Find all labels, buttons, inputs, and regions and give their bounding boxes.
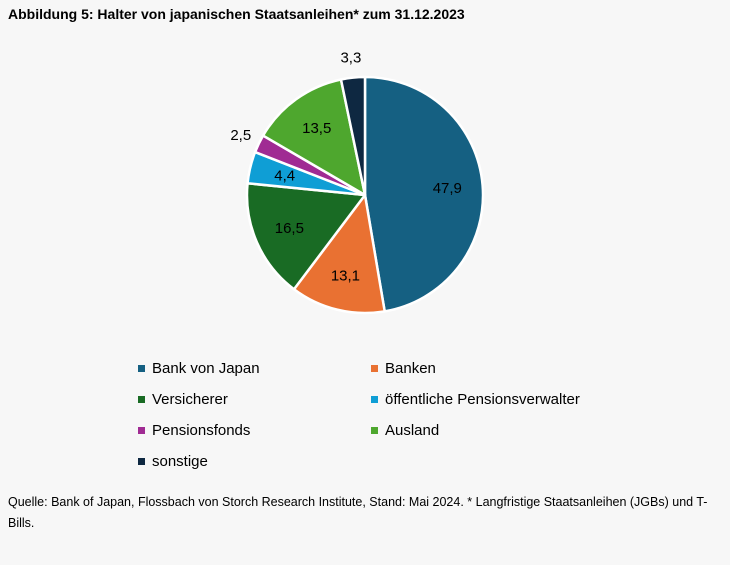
pie-slice-0 xyxy=(363,75,485,313)
pie-chart: 47,9 13,1 16,5 4,4 2,5 13,5 3,3 xyxy=(230,50,485,315)
legend-item-5: Ausland xyxy=(371,420,611,441)
pie-slice-1 xyxy=(292,193,386,315)
legend-swatch xyxy=(138,365,145,372)
legend-swatch xyxy=(371,396,378,403)
legend-swatch xyxy=(138,427,145,434)
pie-slice-6 xyxy=(339,75,367,197)
data-label-0: 47,9 xyxy=(433,180,462,197)
legend-label: öffentliche Pensionsverwalter xyxy=(385,391,580,408)
legend-item-6: sonstige xyxy=(138,451,371,472)
legend-item-3: öffentliche Pensionsverwalter xyxy=(371,389,611,410)
chart-legend: Bank von Japan Banken Versicherer öffentlic… xyxy=(138,358,611,472)
legend-label: Pensionsfonds xyxy=(152,422,251,439)
legend-label: Versicherer xyxy=(152,391,228,408)
legend-item-1: Banken xyxy=(371,358,611,379)
pie-slice-5 xyxy=(261,78,367,197)
pie-slice-2 xyxy=(245,182,367,291)
legend-label: sonstige xyxy=(152,453,208,470)
data-label-6: 3,3 xyxy=(340,50,361,67)
legend-swatch xyxy=(371,365,378,372)
data-label-3: 4,4 xyxy=(274,168,295,185)
data-label-1: 13,1 xyxy=(331,267,360,284)
legend-label: Banken xyxy=(385,360,436,377)
legend-item-2: Versicherer xyxy=(138,389,371,410)
source-note: Quelle: Bank of Japan, Flossbach von Sto… xyxy=(8,495,708,530)
data-label-4: 2,5 xyxy=(230,127,251,144)
legend-swatch xyxy=(371,427,378,434)
data-label-5: 13,5 xyxy=(302,120,331,137)
legend-item-4: Pensionsfonds xyxy=(138,420,371,441)
legend-label: Ausland xyxy=(385,422,440,439)
legend-swatch xyxy=(138,458,145,465)
legend-label: Bank von Japan xyxy=(152,360,260,377)
data-label-2: 16,5 xyxy=(275,220,304,237)
legend-swatch xyxy=(138,396,145,403)
chart-title: Abbildung 5: Halter von japanischen Staa… xyxy=(8,6,465,22)
legend-item-0: Bank von Japan xyxy=(138,358,371,379)
